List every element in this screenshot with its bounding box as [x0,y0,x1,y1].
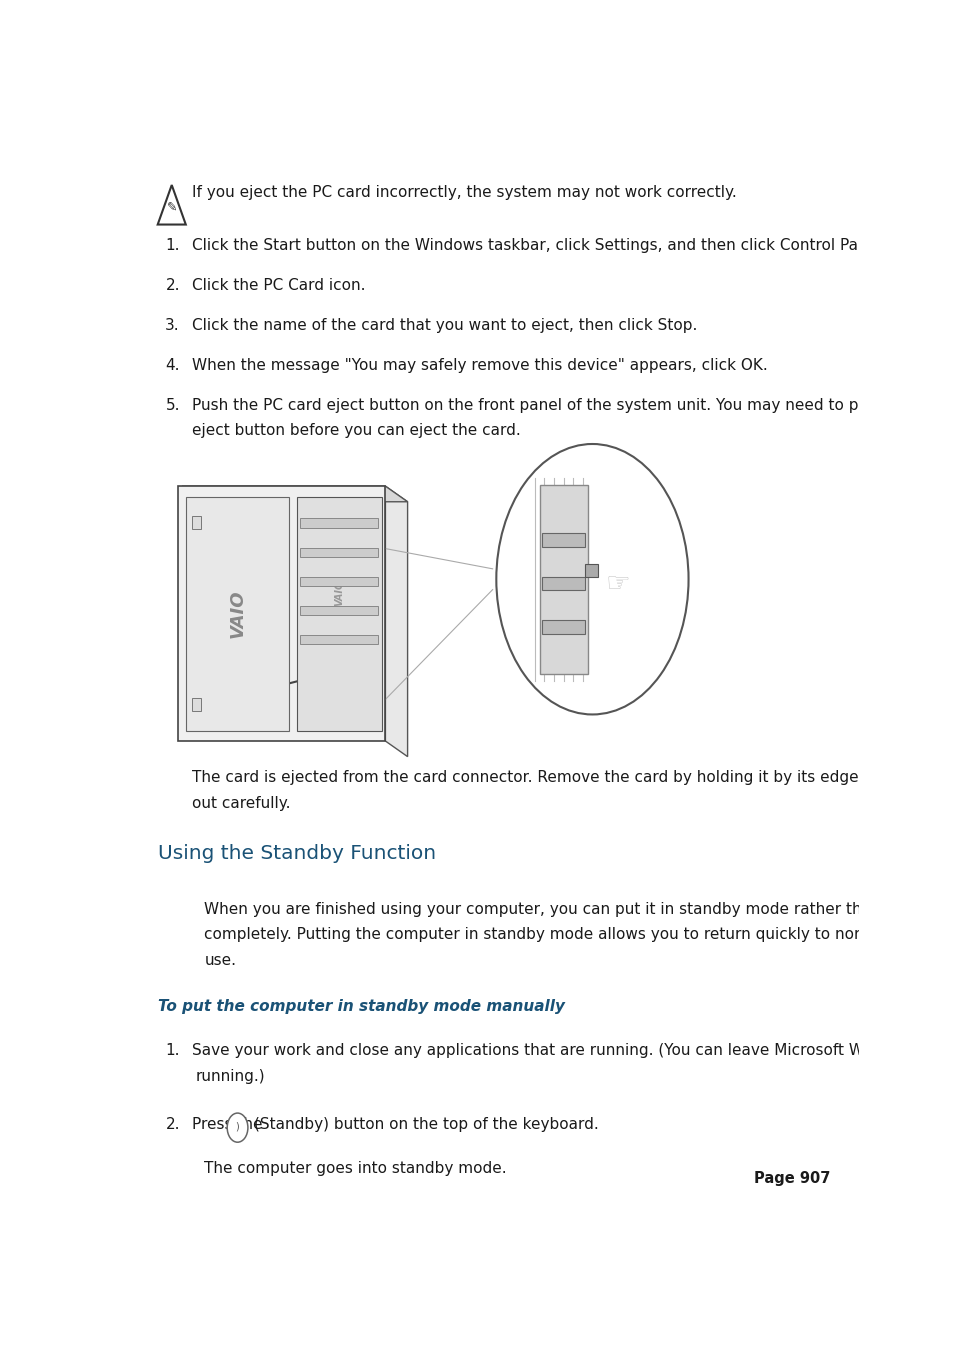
Bar [542,620,584,634]
Bar [192,516,200,528]
Text: Alternatively, you can click the Start button on the Windows taskbar, click Shut: Alternatively, you can click the Start b… [204,1206,915,1221]
Text: out carefully.: out carefully. [192,796,290,811]
Text: If you eject the PC card incorrectly, the system may not work correctly.: If you eject the PC card incorrectly, th… [192,185,736,200]
Text: Press the: Press the [192,1117,267,1132]
Bar [300,635,377,644]
Text: VAIO: VAIO [229,589,246,638]
Polygon shape [182,486,407,501]
Text: 1.: 1. [165,238,180,253]
Bar [192,698,200,711]
Bar [584,563,598,577]
Text: 5.: 5. [165,397,180,413]
Text: ☞: ☞ [605,570,630,598]
Text: ): ) [235,1121,239,1132]
Text: Click the Start button on the Windows taskbar, click Settings, and then click Co: Click the Start button on the Windows ta… [192,238,885,253]
Bar [296,497,381,731]
Text: VAIO: VAIO [334,580,344,605]
Text: You can set the computer to go automatically into standby mode after there has b: You can set the computer to go automatic… [204,1327,948,1342]
Bar [178,486,385,742]
Bar [542,534,584,547]
Text: Click the PC Card icon.: Click the PC Card icon. [192,277,365,293]
Text: The computer goes into standby mode.: The computer goes into standby mode. [204,1162,506,1177]
Text: To put the computer in standby mode manually: To put the computer in standby mode manu… [157,1000,564,1015]
Text: running.): running.) [195,1069,265,1084]
Text: ✎: ✎ [167,200,177,213]
Text: Push the PC card eject button on the front panel of the system unit. You may nee: Push the PC card eject button on the fro… [192,397,935,413]
Polygon shape [157,185,186,224]
Text: Save your work and close any applications that are running. (You can leave Micro: Save your work and close any application… [192,1043,916,1058]
Text: 2.: 2. [165,277,180,293]
Polygon shape [385,486,407,757]
Text: 2.: 2. [165,1117,180,1132]
Text: 3.: 3. [165,317,180,332]
Bar [542,577,584,590]
Text: Click the name of the card that you want to eject, then click Stop.: Click the name of the card that you want… [192,317,697,332]
Text: (Standby) button on the top of the keyboard.: (Standby) button on the top of the keybo… [253,1117,598,1132]
Text: Page 907: Page 907 [753,1171,830,1186]
Text: use.: use. [204,952,236,967]
Text: To let the computer go into standby mode on a timer: To let the computer go into standby mode… [157,1281,612,1296]
Text: When you are finished using your computer, you can put it in standby mode rather: When you are finished using your compute… [204,902,953,917]
Text: The card is ejected from the card connector. Remove the card by holding it by it: The card is ejected from the card connec… [192,770,953,785]
Bar [300,547,377,557]
Text: completely. Putting the computer in standby mode allows you to return quickly to: completely. Putting the computer in stan… [204,927,953,943]
Circle shape [227,1113,248,1142]
Text: When the message "You may safely remove this device" appears, click OK.: When the message "You may safely remove … [192,358,766,373]
Bar [300,519,377,528]
Bar [300,577,377,586]
Text: Using the Standby Function: Using the Standby Function [157,844,436,863]
Text: Standby, and then click OK.: Standby, and then click OK. [157,1232,370,1247]
Bar [539,485,587,674]
Bar [186,497,289,731]
Bar [300,605,377,615]
Text: 4.: 4. [165,358,180,373]
Text: 1.: 1. [165,1043,180,1058]
Text: eject button before you can eject the card.: eject button before you can eject the ca… [192,423,520,438]
Circle shape [496,444,688,715]
